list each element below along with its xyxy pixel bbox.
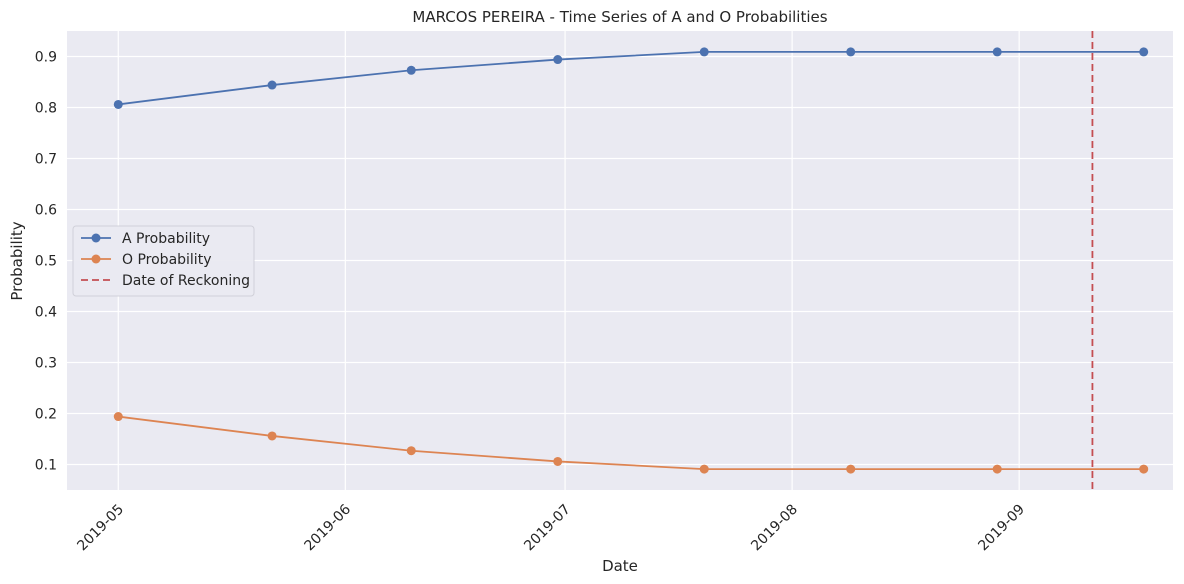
data-point: [553, 55, 563, 65]
y-tick-label: 0.5: [35, 254, 57, 270]
data-point: [992, 47, 1002, 57]
chart-title: MARCOS PEREIRA - Time Series of A and O …: [412, 8, 827, 26]
data-point: [846, 464, 856, 474]
data-point: [267, 80, 277, 90]
y-axis-ticks: 0.1 0.2 0.3 0.4 0.5 0.6 0.7 0.8 0.9: [35, 50, 57, 474]
series-line-0: [118, 51, 1144, 106]
series-line-1: [118, 415, 1144, 470]
y-tick-label: 0.9: [35, 50, 57, 66]
data-point: [113, 99, 123, 109]
legend-swatch-marker: [91, 233, 101, 243]
data-point: [553, 456, 563, 466]
x-tick-label: 2019-06: [301, 501, 354, 554]
x-axis-ticks: 2019-05 2019-06 2019-07 2019-08 2019-09: [74, 501, 1028, 554]
legend-swatch-marker: [91, 254, 101, 264]
x-tick-label: 2019-09: [975, 502, 1028, 555]
legend-box: [72, 225, 255, 297]
y-tick-label: 0.7: [35, 152, 57, 168]
data-point: [699, 464, 709, 474]
data-point: [406, 65, 416, 75]
y-tick-label: 0.2: [35, 407, 57, 423]
legend-label: A Probability: [122, 231, 210, 247]
y-tick-label: 0.3: [35, 356, 57, 372]
y-tick-label: 0.1: [35, 458, 57, 474]
y-tick-label: 0.8: [35, 101, 57, 117]
data-point: [699, 47, 709, 57]
data-point: [846, 47, 856, 57]
data-point: [406, 446, 416, 456]
legend-label: O Probability: [122, 252, 211, 268]
y-tick-label: 0.6: [35, 203, 57, 219]
data-point: [1139, 47, 1149, 57]
x-tick-label: 2019-08: [748, 502, 801, 555]
legend: A Probability O Probability Date of Reckon…: [72, 225, 255, 297]
y-tick-label: 0.4: [35, 305, 57, 321]
y-axis-title: Probability: [8, 221, 26, 300]
data-point: [267, 431, 277, 441]
x-tick-label: 2019-07: [521, 502, 574, 555]
x-axis-title: Date: [602, 557, 638, 575]
data-point: [1139, 464, 1149, 474]
legend-label: Date of Reckoning: [122, 273, 250, 289]
data-point: [992, 464, 1002, 474]
x-tick-label: 2019-05: [74, 502, 127, 555]
series-layer: [113, 47, 1149, 474]
data-point: [113, 412, 123, 422]
